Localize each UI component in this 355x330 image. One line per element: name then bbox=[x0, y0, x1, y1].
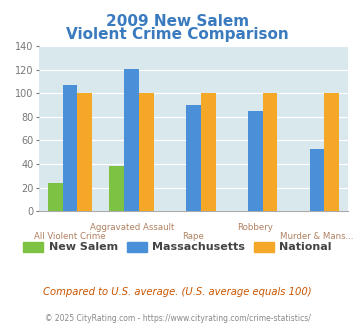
Bar bbox=[248, 111, 263, 211]
Bar bbox=[201, 93, 216, 211]
Bar bbox=[263, 93, 278, 211]
Bar bbox=[324, 93, 339, 211]
Text: Violent Crime Comparison: Violent Crime Comparison bbox=[66, 27, 289, 42]
Bar bbox=[310, 149, 324, 211]
Bar bbox=[109, 166, 124, 211]
Bar bbox=[62, 85, 77, 211]
Text: © 2025 CityRating.com - https://www.cityrating.com/crime-statistics/: © 2025 CityRating.com - https://www.city… bbox=[45, 314, 310, 323]
Text: Rape: Rape bbox=[182, 232, 204, 242]
Bar bbox=[139, 93, 154, 211]
Text: All Violent Crime: All Violent Crime bbox=[34, 232, 106, 242]
Text: Compared to U.S. average. (U.S. average equals 100): Compared to U.S. average. (U.S. average … bbox=[43, 287, 312, 297]
Bar bbox=[48, 183, 62, 211]
Bar bbox=[77, 93, 92, 211]
Legend: New Salem, Massachusetts, National: New Salem, Massachusetts, National bbox=[18, 237, 337, 257]
Text: Aggravated Assault: Aggravated Assault bbox=[89, 223, 174, 232]
Text: 2009 New Salem: 2009 New Salem bbox=[106, 14, 249, 29]
Bar bbox=[124, 69, 139, 211]
Text: Murder & Mans...: Murder & Mans... bbox=[280, 232, 354, 242]
Bar bbox=[186, 105, 201, 211]
Text: Robbery: Robbery bbox=[237, 223, 273, 232]
